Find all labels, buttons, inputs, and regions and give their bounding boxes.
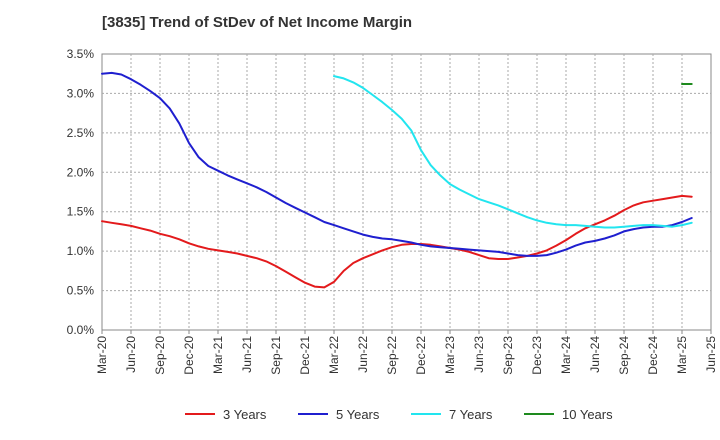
x-tick-label: Sep-23 (501, 336, 515, 375)
x-tick-label: Jun-20 (124, 336, 138, 373)
x-tick-label: Sep-24 (617, 336, 631, 375)
x-tick-label: Dec-23 (530, 336, 544, 375)
x-tick-label: Jun-25 (704, 336, 718, 373)
legend-label-5-years: 5 Years (336, 407, 380, 422)
y-tick-label: 0.0% (67, 323, 95, 337)
legend-label-3-years: 3 Years (223, 407, 267, 422)
x-tick-label: Sep-20 (153, 336, 167, 375)
y-tick-label: 3.0% (67, 86, 95, 100)
x-tick-label: Mar-23 (443, 336, 457, 374)
series-line-3-years (101, 194, 693, 289)
plot-area (101, 53, 712, 331)
plot-border (101, 53, 712, 331)
y-tick-label: 1.5% (67, 205, 95, 219)
x-tick-label: Jun-22 (356, 336, 370, 373)
legend-label-7-years: 7 Years (449, 407, 493, 422)
x-tick-label: Mar-20 (95, 336, 109, 374)
y-tick-label: 0.5% (67, 284, 95, 298)
legend: 3 Years 5 Years 7 Years 10 Years (185, 407, 613, 422)
y-tick-label: 2.5% (67, 126, 95, 140)
x-tick-label: Mar-21 (211, 336, 225, 374)
y-tick-label: 2.0% (67, 165, 95, 179)
x-tick-label: Dec-24 (646, 336, 660, 375)
series-line-5-years (101, 71, 693, 257)
y-tick-label: 1.0% (67, 244, 95, 258)
x-tick-label: Jun-23 (472, 336, 486, 373)
y-axis: 0.0% 0.5% 1.0% 1.5% 2.0% 2.5% 3.0% 3.5% (67, 47, 95, 337)
x-axis: Mar-20 Jun-20 Sep-20 Dec-20 Mar-21 Jun-21 Sep-… (95, 330, 718, 375)
series-lines (101, 71, 693, 289)
x-tick-label: Sep-21 (269, 336, 283, 375)
x-tick-label: Jun-24 (588, 336, 602, 373)
x-tick-label: Jun-21 (240, 336, 254, 373)
series-line-7-years (333, 75, 693, 229)
x-tick-label: Mar-22 (327, 336, 341, 374)
x-tick-label: Sep-22 (385, 336, 399, 375)
chart-title: [3835] Trend of StDev of Net Income Marg… (102, 14, 413, 31)
y-tick-label: 3.5% (67, 47, 95, 61)
x-tick-label: Mar-24 (559, 336, 573, 374)
legend-label-10-years: 10 Years (562, 407, 613, 422)
gridlines (102, 54, 711, 330)
x-tick-label: Dec-20 (182, 336, 196, 375)
x-tick-label: Dec-22 (414, 336, 428, 375)
x-tick-label: Mar-25 (675, 336, 689, 374)
x-tick-label: Dec-21 (298, 336, 312, 375)
